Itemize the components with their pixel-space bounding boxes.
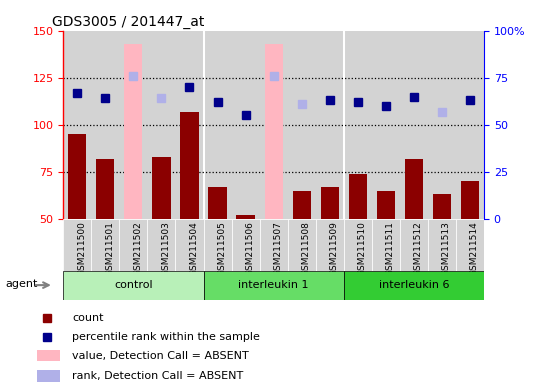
Bar — [37, 350, 59, 361]
Bar — [456, 31, 484, 219]
Bar — [265, 44, 283, 219]
Bar — [349, 174, 367, 219]
Text: GSM211502: GSM211502 — [133, 222, 142, 276]
Text: agent: agent — [5, 279, 37, 289]
Text: control: control — [114, 280, 153, 290]
Text: GSM211505: GSM211505 — [218, 222, 227, 276]
Bar — [63, 219, 91, 271]
Bar — [124, 44, 142, 219]
Text: GSM211512: GSM211512 — [414, 222, 423, 276]
Bar — [344, 31, 372, 219]
Bar — [68, 134, 86, 219]
Bar — [236, 215, 255, 219]
Bar — [152, 157, 170, 219]
Bar — [372, 31, 400, 219]
Bar — [180, 112, 199, 219]
Bar — [91, 219, 119, 271]
Text: count: count — [72, 313, 103, 323]
Bar — [400, 219, 428, 271]
Bar — [91, 31, 119, 219]
Bar — [344, 219, 372, 271]
Text: GSM211514: GSM211514 — [470, 222, 479, 276]
Text: interleukin 6: interleukin 6 — [378, 280, 449, 290]
Text: percentile rank within the sample: percentile rank within the sample — [72, 332, 260, 342]
Text: GSM211507: GSM211507 — [274, 222, 283, 276]
Bar — [400, 31, 428, 219]
Text: GSM211510: GSM211510 — [358, 222, 367, 276]
Text: interleukin 1: interleukin 1 — [238, 280, 309, 290]
Text: GSM211513: GSM211513 — [442, 222, 451, 276]
Text: value, Detection Call = ABSENT: value, Detection Call = ABSENT — [72, 351, 249, 361]
Bar — [321, 187, 339, 219]
Bar — [316, 31, 344, 219]
Bar — [344, 271, 484, 300]
Bar — [293, 190, 311, 219]
Bar — [288, 31, 316, 219]
Bar — [372, 219, 400, 271]
Bar — [456, 219, 484, 271]
Bar — [260, 219, 288, 271]
Bar — [208, 187, 227, 219]
Bar — [232, 219, 260, 271]
Text: GSM211501: GSM211501 — [106, 222, 114, 276]
Bar — [204, 31, 232, 219]
Text: GSM211506: GSM211506 — [245, 222, 255, 276]
Bar — [63, 31, 91, 219]
Text: GSM211503: GSM211503 — [162, 222, 170, 276]
Text: rank, Detection Call = ABSENT: rank, Detection Call = ABSENT — [72, 371, 243, 381]
Bar — [37, 370, 59, 382]
Text: GSM211511: GSM211511 — [386, 222, 395, 276]
Bar — [260, 31, 288, 219]
Bar — [428, 219, 456, 271]
Bar — [288, 219, 316, 271]
Bar — [147, 219, 175, 271]
Bar — [119, 31, 147, 219]
Bar — [405, 159, 423, 219]
Bar — [96, 159, 114, 219]
Text: GSM211504: GSM211504 — [189, 222, 199, 276]
Bar — [119, 219, 147, 271]
Bar — [175, 219, 204, 271]
Bar — [428, 31, 456, 219]
Text: GSM211508: GSM211508 — [301, 222, 311, 276]
Bar — [316, 219, 344, 271]
Text: GSM211500: GSM211500 — [77, 222, 86, 276]
Text: GSM211509: GSM211509 — [330, 222, 339, 276]
Bar — [204, 219, 232, 271]
Bar — [461, 181, 479, 219]
Bar — [433, 194, 451, 219]
Bar — [175, 31, 204, 219]
Bar — [377, 190, 395, 219]
Bar — [232, 31, 260, 219]
Bar — [204, 271, 344, 300]
Bar — [63, 271, 204, 300]
Bar — [147, 31, 175, 219]
Text: GDS3005 / 201447_at: GDS3005 / 201447_at — [52, 15, 205, 29]
